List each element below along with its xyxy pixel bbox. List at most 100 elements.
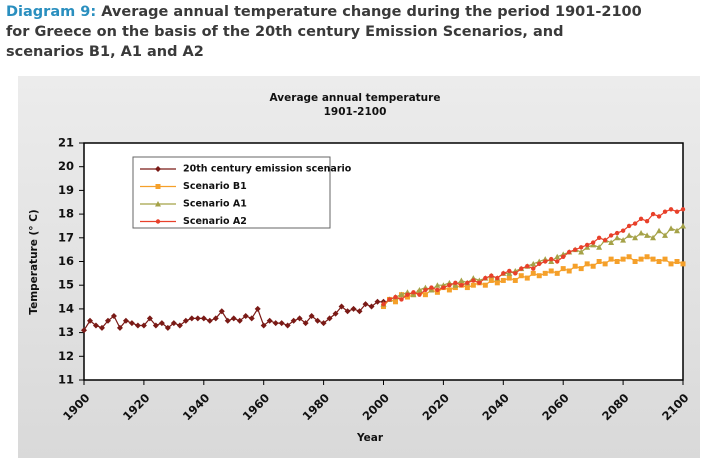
- marker: [381, 301, 386, 307]
- marker: [572, 263, 578, 269]
- marker: [614, 259, 620, 264]
- marker: [155, 201, 161, 207]
- marker: [441, 285, 446, 290]
- y-tick-label: 20: [58, 159, 74, 173]
- marker: [368, 303, 375, 310]
- marker: [332, 310, 339, 317]
- marker: [417, 292, 422, 297]
- y-tick-label: 15: [58, 278, 74, 292]
- marker: [170, 320, 177, 327]
- marker: [632, 259, 638, 264]
- marker: [405, 292, 410, 297]
- marker: [188, 315, 195, 322]
- marker: [434, 282, 441, 288]
- marker: [549, 256, 554, 262]
- marker: [284, 322, 291, 329]
- marker: [513, 271, 518, 276]
- marker: [554, 253, 561, 260]
- marker: [194, 315, 201, 322]
- marker: [590, 240, 596, 245]
- marker: [596, 259, 602, 264]
- marker: [560, 266, 566, 272]
- marker: [260, 322, 267, 329]
- marker: [290, 317, 297, 324]
- marker: [266, 317, 273, 324]
- marker: [518, 273, 524, 279]
- marker: [429, 285, 434, 290]
- marker: [392, 299, 398, 305]
- marker: [668, 207, 674, 212]
- marker: [632, 221, 638, 226]
- marker: [326, 315, 333, 322]
- marker: [530, 270, 536, 276]
- marker: [387, 297, 392, 302]
- marker: [543, 259, 548, 264]
- marker: [596, 244, 603, 250]
- marker: [614, 234, 621, 241]
- marker: [537, 261, 542, 267]
- marker: [164, 324, 171, 331]
- marker: [644, 219, 650, 224]
- y-tick-label: 12: [58, 349, 74, 363]
- marker: [644, 254, 650, 260]
- marker: [411, 290, 416, 295]
- marker: [134, 322, 141, 329]
- marker: [662, 256, 668, 262]
- marker: [272, 320, 279, 327]
- marker: [434, 289, 440, 295]
- marker: [501, 271, 506, 276]
- marker: [578, 266, 584, 272]
- marker: [530, 260, 537, 267]
- marker: [399, 297, 404, 302]
- marker: [662, 232, 669, 238]
- marker: [656, 214, 662, 219]
- marker: [416, 286, 423, 293]
- marker: [128, 320, 135, 327]
- marker: [176, 322, 183, 329]
- marker: [548, 268, 554, 274]
- marker: [488, 277, 494, 283]
- marker: [674, 209, 680, 214]
- marker: [338, 303, 345, 310]
- marker: [578, 245, 584, 250]
- marker: [81, 327, 87, 334]
- marker: [584, 242, 590, 248]
- marker: [566, 249, 572, 255]
- marker: [680, 261, 686, 267]
- legend-label: Scenario A1: [183, 199, 247, 210]
- marker: [248, 315, 255, 322]
- marker: [555, 259, 560, 264]
- marker: [278, 320, 285, 327]
- marker: [86, 317, 93, 324]
- marker: [680, 207, 686, 212]
- legend-label: 20th century emission scenario: [183, 164, 352, 175]
- marker: [680, 222, 686, 229]
- y-tick-label: 13: [58, 325, 74, 339]
- marker: [393, 294, 398, 300]
- marker: [519, 266, 524, 271]
- marker: [152, 322, 159, 329]
- marker: [404, 294, 410, 300]
- marker: [140, 322, 147, 329]
- marker: [620, 256, 626, 262]
- marker: [314, 317, 321, 324]
- marker: [572, 247, 578, 252]
- y-tick-label: 21: [58, 136, 74, 150]
- marker: [230, 315, 237, 322]
- marker: [477, 280, 482, 286]
- marker: [296, 315, 303, 322]
- marker: [146, 315, 153, 322]
- marker: [620, 237, 627, 243]
- marker: [320, 320, 327, 327]
- header-title: Average annual temperature change during…: [6, 4, 642, 60]
- marker: [561, 254, 566, 259]
- marker: [422, 292, 428, 298]
- marker: [483, 275, 488, 281]
- marker: [218, 308, 225, 315]
- marker: [554, 270, 560, 276]
- y-tick-label: 19: [58, 183, 74, 197]
- header: Diagram 9: Average annual temperature ch…: [6, 2, 646, 62]
- chart-title: Average annual temperature: [270, 92, 441, 104]
- marker: [650, 211, 656, 217]
- marker: [632, 234, 639, 241]
